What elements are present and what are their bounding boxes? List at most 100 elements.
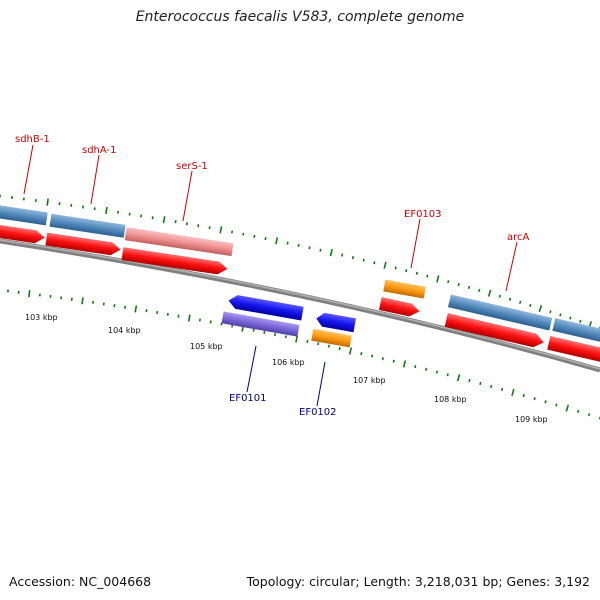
tick-major bbox=[436, 275, 440, 283]
tick-minor bbox=[533, 397, 536, 401]
tick-minor bbox=[140, 214, 143, 218]
tick-minor bbox=[317, 342, 320, 346]
genome-backbone bbox=[0, 238, 600, 373]
tick-minor bbox=[579, 319, 582, 323]
tick-minor bbox=[360, 352, 363, 356]
tick-major bbox=[46, 198, 49, 206]
tick-major bbox=[456, 374, 461, 382]
tick-major bbox=[81, 297, 84, 305]
gene-EF0102-arrow[interactable] bbox=[315, 312, 356, 333]
tick-major bbox=[162, 216, 166, 224]
gene-sdhA-1-arrow[interactable] bbox=[45, 232, 121, 257]
tick-major bbox=[187, 314, 191, 322]
gene-arcA-next-arrow[interactable] bbox=[547, 335, 600, 366]
feature-EF0102-box[interactable] bbox=[311, 328, 352, 348]
tick-minor bbox=[284, 335, 287, 339]
tick-minor bbox=[577, 409, 580, 413]
tick-minor bbox=[198, 318, 201, 322]
tick-major bbox=[134, 305, 138, 313]
tick-major bbox=[511, 388, 515, 397]
tick-minor bbox=[308, 246, 311, 250]
tick-minor bbox=[264, 237, 267, 241]
gene-label-arcA[interactable]: arcA bbox=[507, 232, 530, 243]
tick-minor bbox=[447, 280, 450, 284]
tick-minor bbox=[414, 365, 417, 369]
tick-minor bbox=[381, 357, 384, 361]
tick-minor bbox=[274, 333, 277, 337]
tick-major bbox=[105, 206, 108, 215]
tick-major bbox=[348, 347, 353, 355]
tick-minor bbox=[468, 378, 471, 383]
tick-major bbox=[565, 404, 570, 412]
tick-minor bbox=[327, 344, 330, 348]
tick-minor bbox=[559, 313, 562, 317]
label-leader-lines bbox=[23, 144, 518, 407]
feature-serS-1-rna[interactable] bbox=[124, 227, 234, 257]
tick-minor bbox=[587, 413, 591, 417]
gene-label-sdhA-1[interactable]: sdhA-1 bbox=[82, 145, 117, 156]
map-title: Enterococcus faecalis V583, complete gen… bbox=[135, 9, 465, 25]
tick-major bbox=[295, 335, 299, 343]
feature-sdhA-1-cds[interactable] bbox=[49, 213, 126, 238]
tick-minor bbox=[457, 282, 460, 287]
tick-minor bbox=[253, 234, 256, 238]
upper-tick-marks bbox=[0, 194, 600, 330]
tick-minor bbox=[519, 300, 522, 304]
feature-arcA-cds[interactable] bbox=[447, 294, 553, 331]
tick-minor bbox=[415, 271, 418, 275]
tick-minor bbox=[185, 222, 188, 226]
tick-minor bbox=[508, 297, 512, 301]
tick-minor bbox=[286, 241, 289, 245]
tick-minor bbox=[263, 330, 266, 334]
feature-sdhB-1-cds[interactable] bbox=[0, 202, 48, 226]
tick-major bbox=[487, 289, 492, 297]
tick-minor bbox=[371, 354, 374, 358]
tick-minor bbox=[338, 347, 341, 351]
feature-arcA-next-cds[interactable] bbox=[552, 318, 600, 345]
tick-minor bbox=[297, 243, 300, 247]
scale-label-107kbp: 107 kbp bbox=[353, 376, 386, 385]
gene-serS-1-arrow[interactable] bbox=[121, 247, 229, 276]
tick-major bbox=[538, 304, 543, 313]
feature-EF0103-box[interactable] bbox=[383, 279, 426, 299]
gene-label-EF0102[interactable]: EF0102 bbox=[299, 407, 337, 418]
gene-label-sdhB-1[interactable]: sdhB-1 bbox=[15, 134, 50, 145]
tick-minor bbox=[426, 274, 429, 278]
tick-major bbox=[329, 249, 333, 257]
tick-minor bbox=[500, 387, 504, 392]
scale-label-103kbp: 103 kbp bbox=[25, 313, 58, 322]
gene-EF0101-arrow[interactable] bbox=[227, 294, 304, 321]
tick-minor bbox=[392, 359, 395, 363]
tick-minor bbox=[394, 266, 397, 270]
scale-label-106kbp: 106 kbp bbox=[272, 358, 305, 367]
gene-EF0103-arrow[interactable] bbox=[378, 297, 421, 318]
feature-EF0101-box[interactable] bbox=[221, 311, 300, 337]
tick-minor bbox=[425, 367, 428, 371]
tick-minor bbox=[435, 370, 439, 374]
topology-text: Topology: circular; Length: 3,218,031 bp… bbox=[246, 574, 590, 589]
tick-minor bbox=[231, 230, 234, 234]
tick-minor bbox=[197, 224, 200, 228]
tick-minor bbox=[467, 285, 471, 290]
tick-minor bbox=[177, 314, 180, 318]
tick-minor bbox=[174, 220, 177, 224]
gene-arcA-arrow[interactable] bbox=[444, 313, 546, 349]
tick-minor bbox=[341, 253, 344, 257]
tick-major bbox=[383, 261, 387, 269]
scale-label-104kbp: 104 kbp bbox=[108, 326, 141, 335]
tick-minor bbox=[490, 384, 493, 389]
gene-sdhB-1-arrow[interactable] bbox=[0, 222, 46, 244]
gene-label-EF0103[interactable]: EF0103 bbox=[404, 209, 442, 220]
tick-minor bbox=[209, 320, 212, 324]
tick-minor bbox=[479, 381, 482, 386]
tick-minor bbox=[522, 393, 525, 398]
tick-major bbox=[402, 360, 407, 368]
gene-label-serS-1[interactable]: serS-1 bbox=[176, 161, 208, 172]
tick-minor bbox=[156, 310, 159, 315]
tick-minor bbox=[306, 339, 309, 343]
tick-minor bbox=[549, 310, 552, 314]
scale-label-108kbp: 108 kbp bbox=[434, 395, 467, 404]
tick-minor bbox=[405, 269, 408, 273]
gene-label-EF0101[interactable]: EF0101 bbox=[229, 393, 267, 404]
